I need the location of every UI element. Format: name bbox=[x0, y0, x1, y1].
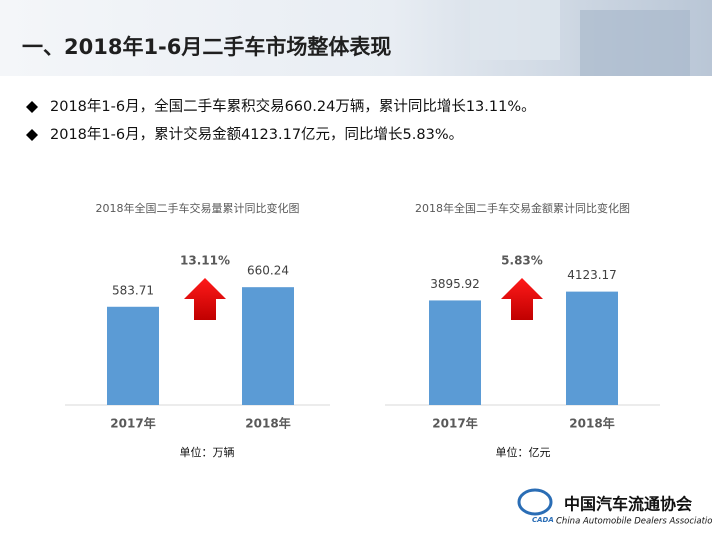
x-tick-label: 2017年 bbox=[432, 416, 477, 431]
value-label: 660.24 bbox=[247, 264, 289, 278]
x-tick-label: 2017年 bbox=[110, 416, 155, 431]
header-deco bbox=[470, 0, 560, 60]
x-tick-label: 2018年 bbox=[245, 416, 290, 431]
chart-title: 2018年全国二手车交易量累计同比变化图 bbox=[96, 201, 300, 215]
growth-arrow bbox=[184, 278, 226, 320]
bullet-text: 2018年1-6月，累计交易金额4123.17亿元，同比增长5.83%。 bbox=[50, 125, 463, 143]
x-tick-label: 2018年 bbox=[569, 416, 614, 431]
bullet-icon bbox=[26, 101, 38, 113]
bar bbox=[107, 306, 159, 405]
value-label: 583.71 bbox=[112, 283, 154, 297]
logo: CADA 中国汽车流通协会 China Automobile Dealers A… bbox=[517, 488, 712, 527]
logo-abbr: CADA bbox=[532, 516, 554, 524]
bar bbox=[429, 300, 481, 405]
bar bbox=[566, 291, 618, 405]
logo-emblem bbox=[517, 488, 553, 516]
logo-name: 中国汽车流通协会 bbox=[564, 495, 692, 514]
value-label: 4123.17 bbox=[567, 268, 617, 282]
header-deco bbox=[580, 10, 690, 76]
annotation: 13.11% bbox=[180, 254, 230, 268]
bar bbox=[242, 287, 294, 405]
page-title: 一、2018年1-6月二手车市场整体表现 bbox=[22, 35, 391, 59]
growth-arrow bbox=[501, 278, 543, 320]
bullet-text: 2018年1-6月，全国二手车累积交易660.24万辆，累计同比增长13.11%… bbox=[50, 97, 536, 115]
chart-title: 2018年全国二手车交易金额累计同比变化图 bbox=[415, 201, 630, 215]
unit-note: 单位：万辆 bbox=[180, 445, 235, 459]
logo-english: China Automobile Dealers Association bbox=[556, 517, 712, 527]
bullet-icon bbox=[26, 129, 38, 141]
annotation: 5.83% bbox=[501, 254, 543, 268]
unit-note: 单位：亿元 bbox=[496, 445, 551, 459]
value-label: 3895.92 bbox=[430, 277, 480, 291]
